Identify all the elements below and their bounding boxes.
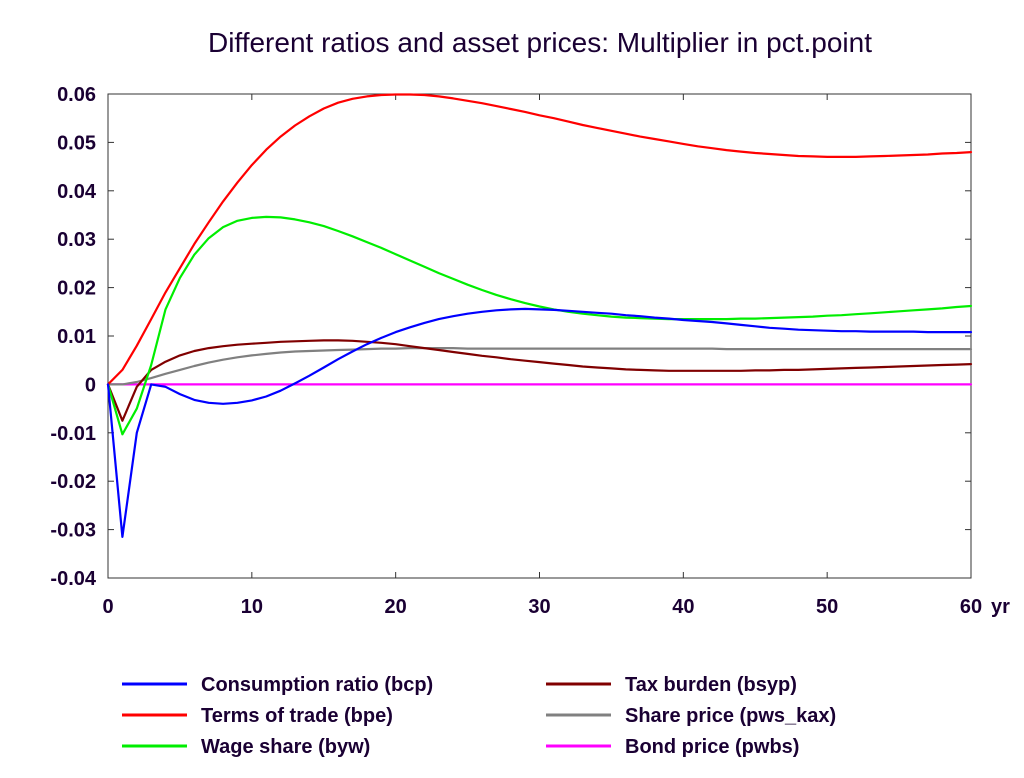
- y-tick-label: -0.01: [50, 423, 96, 445]
- chart-title: Different ratios and asset prices: Multi…: [208, 27, 872, 58]
- legend-label: Terms of trade (bpe): [201, 705, 393, 727]
- y-tick-label: 0.05: [57, 132, 96, 154]
- legend-label: Share price (pws_kax): [625, 705, 836, 727]
- series-line-0: [106, 307, 973, 539]
- plot-frame: [107, 93, 972, 579]
- x-tick-label: 60: [960, 596, 982, 618]
- series-line-1: [106, 93, 973, 386]
- legend-label: Consumption ratio (bcp): [201, 674, 433, 696]
- y-tick-label: -0.02: [50, 471, 96, 493]
- x-unit-label: yr: [991, 596, 1010, 618]
- series-line-4: [106, 347, 973, 386]
- x-tick-label: 10: [241, 596, 263, 618]
- x-tick-label: 20: [385, 596, 407, 618]
- x-tick-label: 40: [672, 596, 694, 618]
- series-line-2: [106, 215, 973, 436]
- series-line-3: [106, 339, 973, 422]
- y-axis: -0.04 -0.03 -0.02 -0.01 0 0.01 0.02 0.03 0.04 0.0…: [50, 84, 971, 590]
- y-tick-label: 0.01: [57, 326, 96, 348]
- x-tick-label: 30: [528, 596, 550, 618]
- x-axis: 0 10 20 30 40 50 60 yr: [102, 94, 1010, 618]
- y-tick-label: 0: [85, 374, 96, 396]
- y-tick-label: -0.04: [50, 568, 96, 590]
- legend-label: Bond price (pwbs): [625, 736, 799, 758]
- legend-label: Wage share (byw): [201, 736, 370, 758]
- series-layer: [106, 93, 973, 539]
- y-tick-label: 0.04: [57, 181, 97, 203]
- y-tick-label: 0.06: [57, 84, 96, 106]
- y-tick-label: 0.03: [57, 229, 96, 251]
- legend: Consumption ratio (bcp) Terms of trade (b…: [122, 674, 836, 758]
- y-tick-label: 0.02: [57, 278, 96, 300]
- y-tick-label: -0.03: [50, 520, 96, 542]
- legend-label: Tax burden (bsyp): [625, 674, 797, 696]
- x-tick-label: 0: [102, 596, 113, 618]
- x-tick-label: 50: [816, 596, 838, 618]
